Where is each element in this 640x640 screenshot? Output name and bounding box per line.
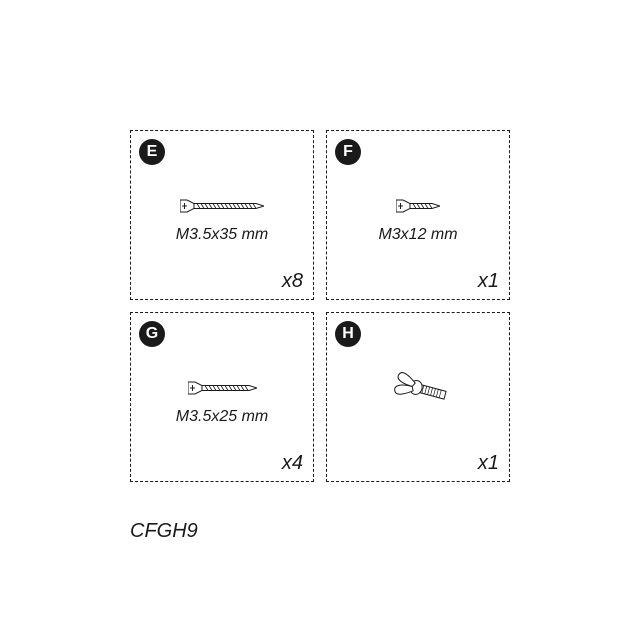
part-letter-badge: G [139, 321, 165, 347]
part-quantity: x8 [282, 270, 303, 293]
part-quantity: x1 [478, 270, 499, 293]
part-letter-badge: H [335, 321, 361, 347]
wingnut-icon [327, 358, 509, 418]
parts-grid: E M3.5x35 mm x8 F M3x12 mm x1 G M3.5x25 mm x4 Hx1 [130, 130, 510, 482]
hardware-parts-diagram: E M3.5x35 mm x8 F M3x12 mm x1 G M3.5x25 mm x4 Hx1… [0, 0, 640, 640]
part-cell-g: G M3.5x25 mm x4 [130, 312, 314, 482]
screw-mid-icon [131, 368, 313, 408]
part-letter-badge: F [335, 139, 361, 165]
model-code: CFGH9 [130, 520, 198, 543]
part-quantity: x4 [282, 452, 303, 475]
part-cell-e: E M3.5x35 mm x8 [130, 130, 314, 300]
part-cell-f: F M3x12 mm x1 [326, 130, 510, 300]
part-spec: M3.5x25 mm [131, 408, 313, 426]
part-spec: M3x12 mm [327, 226, 509, 244]
screw-long-icon [131, 186, 313, 226]
part-spec: M3.5x35 mm [131, 226, 313, 244]
part-cell-h: Hx1 [326, 312, 510, 482]
part-quantity: x1 [478, 452, 499, 475]
part-letter-badge: E [139, 139, 165, 165]
screw-short-icon [327, 186, 509, 226]
